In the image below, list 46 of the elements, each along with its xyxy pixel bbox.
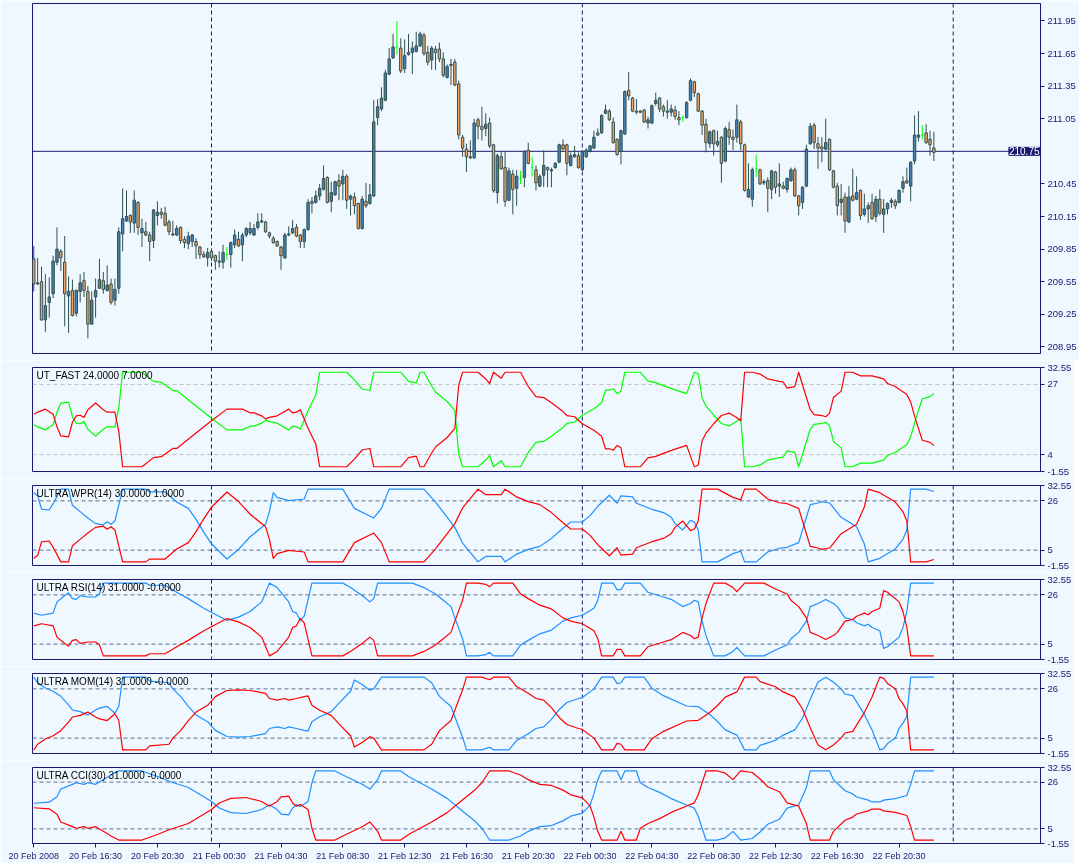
y-tick-label: 211.05 (1047, 112, 1076, 124)
y-tick-label: 32.55 (1047, 361, 1072, 373)
y-tick-label: 26 (1047, 588, 1059, 600)
y-tick-label: 210.15 (1047, 210, 1077, 222)
x-tick-label: 21 Feb 12:30 (378, 850, 432, 861)
y-tick-label: 32.55 (1047, 667, 1072, 679)
y-tick-label: 5 (1047, 732, 1053, 744)
x-tick-label: 22 Feb 08:30 (687, 850, 741, 861)
x-tick-label: 22 Feb 20:30 (872, 850, 926, 861)
y-tick-label: 209.85 (1047, 243, 1077, 255)
y-tick-label: 32.55 (1047, 573, 1072, 585)
y-tick-label: -1.55 (1047, 465, 1070, 477)
y-tick-label: 26 (1047, 682, 1059, 694)
x-tick-label: 22 Feb 12:30 (748, 850, 803, 861)
y-tick-label: 211.95 (1047, 14, 1076, 26)
x-tick-label: 21 Feb 16:30 (439, 850, 493, 861)
y-tick-label: 208.95 (1047, 340, 1077, 352)
x-tick-label: 20 Feb 20:30 (130, 850, 184, 861)
x-tick-label: 22 Feb 00:30 (563, 850, 617, 861)
y-tick-label: 211.65 (1047, 47, 1076, 59)
y-tick-label: 5 (1047, 544, 1053, 556)
y-tick-label: 4 (1047, 448, 1053, 460)
y-tick-label: 209.55 (1047, 275, 1077, 287)
y-tick-label: 211.35 (1047, 80, 1076, 92)
y-tick-label: 209.25 (1047, 308, 1077, 320)
x-tick-label: 22 Feb 16:30 (810, 850, 864, 861)
x-tick-label: 20 Feb 2008 (8, 850, 60, 861)
y-tick-label: 5 (1047, 638, 1053, 650)
ref-line-label: 210.75 (1008, 146, 1040, 158)
x-tick-label: 21 Feb 04:30 (254, 850, 308, 861)
y-tick-label: -1.55 (1047, 653, 1070, 665)
y-tick-label: -1.55 (1047, 837, 1070, 849)
y-tick-label: 32.55 (1047, 761, 1072, 773)
x-tick-label: 21 Feb 00:30 (192, 850, 246, 861)
y-tick-label: 210.45 (1047, 177, 1077, 189)
x-tick-label: 21 Feb 20:30 (501, 850, 555, 861)
x-tick-label: 20 Feb 16:30 (69, 850, 123, 861)
y-tick-label: 32.55 (1047, 479, 1072, 491)
y-tick-label: -1.55 (1047, 747, 1070, 759)
y-tick-label: 26 (1047, 494, 1059, 506)
y-tick-label: 27 (1047, 378, 1059, 390)
y-tick-label: 26 (1047, 776, 1059, 788)
y-tick-label: 5 (1047, 822, 1053, 834)
y-tick-label: -1.55 (1047, 559, 1070, 571)
x-tick-label: 22 Feb 04:30 (625, 850, 679, 861)
x-tick-label: 21 Feb 08:30 (316, 850, 370, 861)
